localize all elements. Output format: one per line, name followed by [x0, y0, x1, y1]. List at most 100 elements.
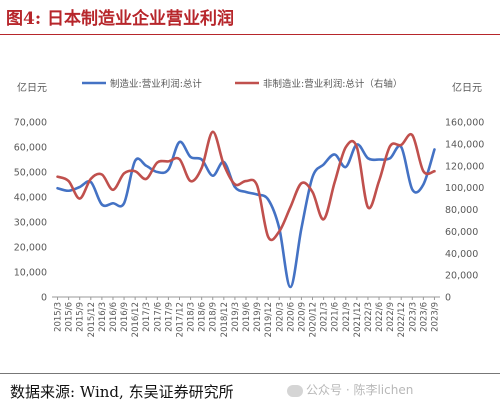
x-tick-label: 2020/12 — [309, 302, 319, 337]
x-tick-label: 2017/9 — [164, 302, 174, 332]
data-point-series-2 — [334, 181, 336, 183]
data-point-series-1 — [267, 198, 269, 201]
x-tick-label: 2023/9 — [430, 302, 440, 332]
data-point-series-2 — [90, 178, 92, 180]
data-point-series-2 — [56, 176, 59, 178]
data-point-series-1 — [422, 183, 424, 186]
x-tick-label: 2018/3 — [187, 302, 197, 332]
x-tick-label: 2017/12 — [175, 302, 185, 337]
series-line-1 — [56, 140, 436, 289]
data-point-series-1 — [389, 157, 391, 159]
data-point-series-1 — [311, 176, 314, 178]
left-unit-label: 亿日元 — [17, 81, 47, 94]
data-point-series-2 — [145, 178, 147, 180]
data-point-series-2 — [356, 146, 358, 148]
source-note: 数据来源: Wind, 东吴证券研究所 — [10, 383, 234, 401]
x-tick-label: 2015/6 — [65, 302, 75, 332]
data-point-series-1 — [134, 160, 136, 162]
right-tick-label: 160,000 — [445, 118, 484, 129]
x-tick-label: 2018/12 — [220, 302, 230, 337]
left-tick-label: 10,000 — [14, 268, 47, 279]
data-point-series-1 — [400, 146, 402, 148]
x-tick-label: 2015/12 — [87, 302, 97, 337]
data-point-series-2 — [245, 180, 247, 182]
legend: 制造业:营业利润:总计 非制造业:营业利润:总计（右轴） — [82, 78, 402, 90]
title-rule — [0, 34, 500, 35]
x-tick-label: 2018/9 — [209, 302, 219, 332]
x-tick-label: 2021/9 — [342, 302, 352, 332]
data-point-series-1 — [367, 157, 369, 159]
data-point-series-2 — [389, 145, 391, 147]
x-tick-label: 2022/3 — [364, 302, 374, 332]
data-point-series-1 — [212, 175, 214, 177]
left-tick-label: 20,000 — [14, 243, 47, 254]
data-point-series-1 — [245, 191, 247, 193]
x-tick-label: 2019/12 — [264, 302, 274, 337]
data-point-series-2 — [112, 189, 114, 191]
data-point-series-2 — [178, 158, 181, 160]
right-tick-label: 100,000 — [445, 183, 484, 194]
data-point-series-1 — [56, 187, 59, 189]
data-point-series-2 — [345, 146, 347, 148]
data-point-series-1 — [156, 171, 158, 173]
data-point-series-1 — [68, 190, 70, 192]
left-tick-label: 0 — [41, 293, 47, 304]
data-point-series-1 — [101, 203, 103, 206]
x-tick-label: 2023/6 — [419, 302, 429, 332]
data-point-series-1 — [411, 188, 413, 191]
data-point-series-1 — [123, 202, 125, 204]
x-tick-label: 2022/12 — [397, 302, 407, 337]
source-rule — [0, 373, 500, 374]
data-point-series-1 — [189, 156, 192, 158]
x-tick-label: 2017/3 — [142, 302, 152, 332]
data-point-series-1 — [256, 193, 258, 196]
data-point-series-2 — [201, 167, 203, 169]
right-tick-label: 20,000 — [445, 271, 478, 282]
x-tick-label: 2019/9 — [253, 302, 263, 332]
data-point-series-2 — [367, 206, 369, 208]
right-unit-label: 亿日元 — [452, 81, 482, 94]
data-point-series-1 — [145, 165, 147, 167]
data-point-series-1 — [345, 166, 347, 168]
data-point-series-2 — [300, 182, 303, 184]
x-tick-label: 2020/3 — [275, 302, 285, 332]
data-point-series-1 — [334, 153, 336, 156]
data-point-series-2 — [289, 206, 291, 208]
data-point-series-2 — [433, 170, 436, 172]
data-point-series-1 — [433, 148, 436, 151]
legend-label-series-1: 制造业:营业利润:总计 — [110, 78, 202, 90]
series-line-2 — [56, 130, 436, 242]
x-tick-label: 2023/3 — [408, 302, 418, 332]
data-point-series-2 — [79, 197, 81, 200]
left-tick-label: 40,000 — [14, 193, 47, 204]
data-point-series-1 — [112, 202, 114, 204]
data-point-series-1 — [79, 186, 81, 188]
x-tick-label: 2020/9 — [297, 302, 307, 332]
data-point-series-2 — [411, 134, 413, 136]
watermark: 公众号 · 陈李lichen — [287, 381, 413, 398]
x-tick-label: 2021/6 — [331, 302, 341, 332]
data-point-series-2 — [323, 218, 325, 220]
data-point-series-2 — [256, 184, 258, 187]
right-tick-label: 0 — [445, 293, 451, 304]
data-point-series-2 — [267, 236, 269, 238]
data-point-series-2 — [123, 172, 125, 175]
data-point-series-2 — [156, 161, 158, 164]
right-tick-label: 140,000 — [445, 139, 484, 150]
data-point-series-2 — [422, 170, 424, 172]
data-point-series-2 — [223, 164, 225, 166]
x-tick-label: 2018/6 — [198, 302, 208, 332]
data-point-series-2 — [134, 170, 136, 172]
data-point-series-1 — [167, 168, 169, 171]
left-tick-label: 70,000 — [14, 118, 47, 129]
x-tick-label: 2021/12 — [353, 302, 363, 337]
x-tick-label: 2017/6 — [153, 302, 163, 332]
x-tick-label: 2016/12 — [131, 302, 141, 337]
x-tick-label: 2016/6 — [109, 302, 119, 332]
watermark-text: 公众号 · 陈李lichen — [306, 383, 414, 397]
data-point-series-2 — [278, 230, 280, 232]
x-tick-label: 2016/9 — [120, 302, 130, 332]
right-tick-label: 60,000 — [445, 227, 478, 238]
figure-title: 图4: 日本制造业企业营业利润 — [6, 9, 235, 29]
data-point-series-2 — [189, 180, 192, 182]
